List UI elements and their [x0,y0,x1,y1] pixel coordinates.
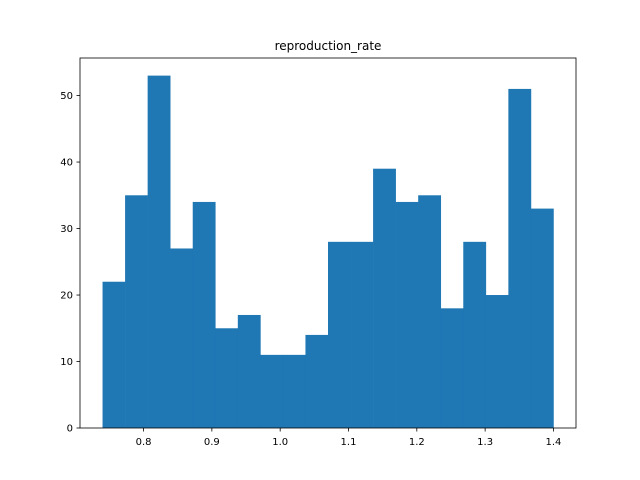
x-tick-label: 1.3 [477,437,493,448]
y-tick-label: 10 [60,357,73,368]
chart-title: reproduction_rate [275,39,382,53]
histogram-bar [102,281,126,428]
histogram-bar [125,195,148,428]
x-tick-label: 0.8 [136,437,152,448]
histogram-bar [192,201,216,428]
histogram-bar [328,241,351,428]
y-tick-label: 0 [67,424,73,435]
bars-group [102,75,554,428]
histogram-bar [147,75,171,428]
histogram-bar [282,354,306,428]
histogram-bar [350,241,374,428]
histogram-bar [215,328,239,428]
histogram-bar [530,208,554,428]
histogram-bar [305,334,329,428]
histogram-bar [260,354,284,428]
x-tick-label: 1.0 [272,437,288,448]
histogram-bar [395,201,419,428]
x-tick-label: 0.9 [204,437,220,448]
y-tick-label: 30 [60,224,73,235]
x-axis: 0.8 0.9 1.0 1.1 1.2 1.3 1.4 [136,428,562,448]
histogram-bar [440,308,464,428]
x-tick-label: 1.1 [341,437,357,448]
y-tick-label: 40 [60,158,73,169]
x-tick-label: 1.2 [409,437,425,448]
histogram-bar [463,241,487,428]
histogram-bar [418,195,442,428]
histogram-bar [170,248,194,428]
histogram-bar [485,295,509,428]
y-tick-label: 50 [60,91,73,102]
histogram-bar [508,88,532,428]
plot-frame [79,57,577,429]
histogram-bar [237,314,261,428]
histogram-bar [373,168,396,428]
x-tick-label: 1.4 [546,437,562,448]
y-axis: 0 10 20 30 40 50 [60,91,80,435]
y-tick-label: 20 [60,291,73,302]
